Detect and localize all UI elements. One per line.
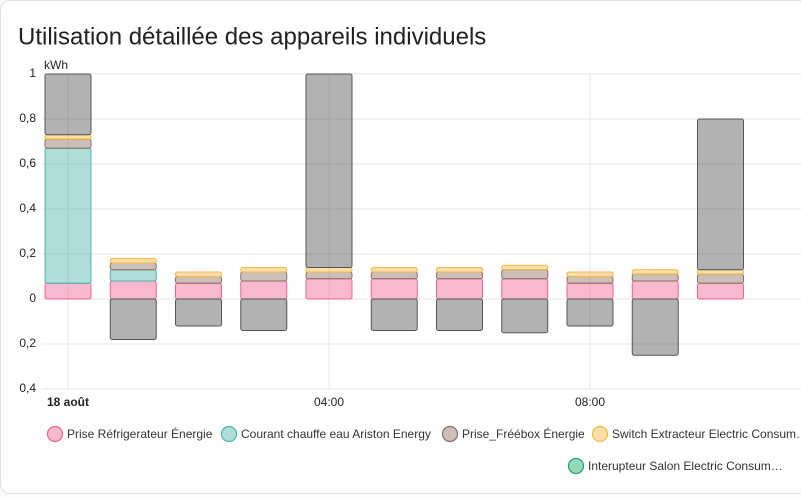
bar-segment bbox=[109, 298, 157, 340]
y-tick-label: 0 bbox=[29, 291, 36, 305]
bar-segment bbox=[566, 276, 614, 284]
y-tick-label: 0,4 bbox=[19, 381, 36, 395]
y-tick-label: 0,2 bbox=[19, 336, 36, 350]
legend-label[interactable]: Prise Réfrigerateur Énergie bbox=[67, 426, 213, 441]
y-tick-label: 0,8 bbox=[19, 111, 36, 125]
bar-segment bbox=[109, 280, 157, 300]
bar-segment bbox=[501, 269, 549, 280]
bar-segment bbox=[370, 298, 418, 331]
legend-swatch[interactable] bbox=[567, 457, 585, 475]
bar-segment bbox=[501, 278, 549, 300]
bar-segment bbox=[44, 73, 92, 136]
x-tick-label: 08:00 bbox=[575, 395, 605, 409]
bar-segment bbox=[240, 298, 288, 331]
bar-segment bbox=[631, 298, 679, 356]
bar-segment bbox=[631, 273, 679, 282]
bar-segment bbox=[44, 147, 92, 284]
bar-segment bbox=[501, 264, 549, 271]
bar-segment bbox=[436, 267, 483, 273]
legend-swatch[interactable] bbox=[441, 425, 459, 443]
bar-segment bbox=[370, 278, 418, 300]
x-tick-label: 18 août bbox=[47, 395, 89, 409]
bar-segment bbox=[501, 298, 549, 334]
legend-label[interactable]: Courant chauffe eau Ariston Energy bbox=[241, 427, 431, 441]
bar-segment bbox=[175, 282, 222, 300]
legend-swatch[interactable] bbox=[46, 425, 64, 443]
bar-segment bbox=[109, 258, 157, 264]
bar-segment bbox=[109, 262, 157, 271]
bar-segment bbox=[175, 276, 222, 284]
legend-swatch[interactable] bbox=[220, 425, 238, 443]
bar-segment bbox=[305, 267, 353, 273]
y-tick-label: 1 bbox=[29, 66, 36, 80]
bar-segment bbox=[109, 269, 157, 282]
y-tick-label: 0,4 bbox=[19, 201, 36, 215]
bar-segment bbox=[44, 134, 92, 140]
bar-segment bbox=[566, 298, 614, 327]
bar-segment bbox=[175, 271, 222, 277]
bar-segment bbox=[240, 267, 288, 273]
bar-segment bbox=[305, 73, 353, 268]
bar-segment bbox=[631, 269, 679, 275]
bar-segment bbox=[370, 271, 418, 280]
bar-segment bbox=[436, 298, 483, 331]
bar-segment bbox=[240, 280, 288, 300]
bar-segment bbox=[631, 280, 679, 300]
legend-label[interactable]: Interupteur Salon Electric Consum… bbox=[588, 459, 783, 473]
bar-segment bbox=[697, 282, 744, 300]
bar-segment bbox=[44, 138, 92, 149]
bar-segment bbox=[370, 267, 418, 273]
bar-segment bbox=[305, 278, 353, 300]
legend-label[interactable]: Prise_Fréébox Énergie bbox=[462, 426, 585, 441]
legend-label[interactable]: Switch Extracteur Electric Consum… bbox=[612, 427, 801, 441]
bar-segment bbox=[240, 271, 288, 282]
bar-segment bbox=[305, 271, 353, 280]
bar-segment bbox=[697, 269, 744, 275]
bar-segment bbox=[566, 271, 614, 277]
y-axis-unit: kWh bbox=[44, 58, 68, 72]
y-tick-label: 0,6 bbox=[19, 156, 36, 170]
bar-segment bbox=[175, 298, 222, 327]
bar-segment bbox=[436, 271, 483, 280]
bar-segment bbox=[436, 278, 483, 300]
bar-segment bbox=[697, 118, 744, 271]
x-tick-label: 04:00 bbox=[314, 395, 344, 409]
legend-swatch[interactable] bbox=[591, 425, 609, 443]
y-tick-label: 0,2 bbox=[19, 246, 36, 260]
bar-segment bbox=[44, 282, 92, 300]
bar-segment bbox=[697, 273, 744, 284]
chart-title: Utilisation détaillée des appareils indi… bbox=[18, 23, 486, 50]
bar-segment bbox=[566, 282, 614, 300]
